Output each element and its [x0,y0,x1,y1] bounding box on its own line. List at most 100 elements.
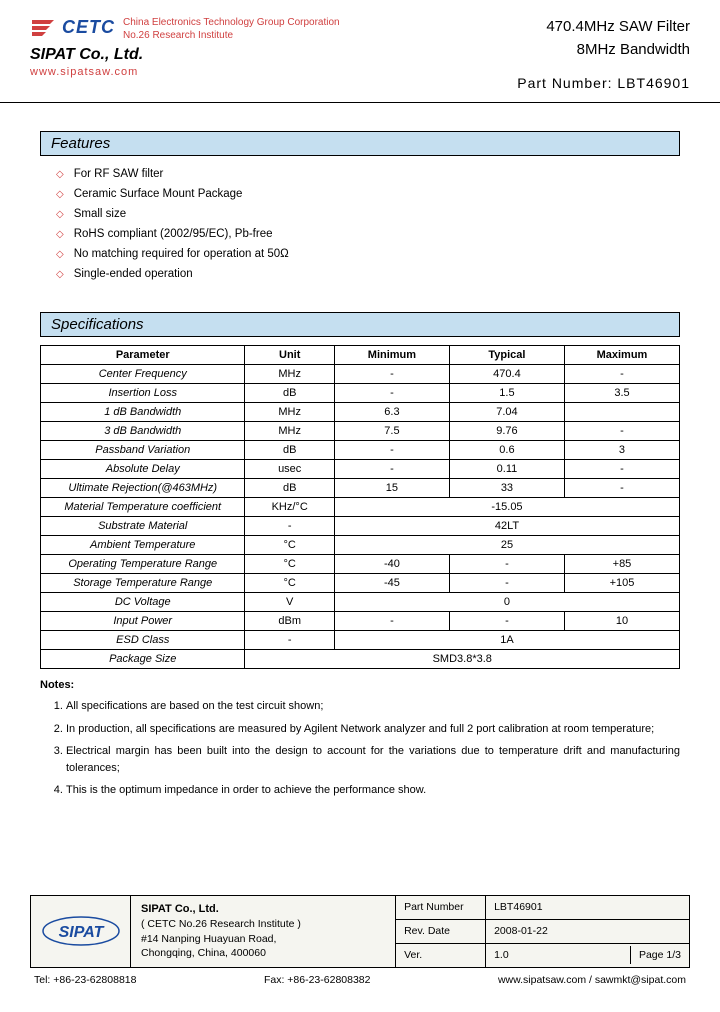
header-right: 470.4MHz SAW Filter 8MHz Bandwidth Part … [517,16,690,94]
features-title: Features [40,131,680,156]
spec-param: Package Size [41,650,245,669]
spec-param: Insertion Loss [41,384,245,403]
spec-min: - [334,441,449,460]
spec-value: SMD3.8*3.8 [245,650,680,669]
feature-item: Ceramic Surface Mount Package [56,184,680,204]
spec-param: 3 dB Bandwidth [41,422,245,441]
feature-item: Single-ended operation [56,264,680,284]
spec-typ: 0.11 [449,460,564,479]
spec-param: Material Temperature coefficient [41,498,245,517]
spec-unit: °C [245,574,334,593]
cetc-logo-icon [30,16,58,38]
spec-param: 1 dB Bandwidth [41,403,245,422]
spec-unit: dB [245,441,334,460]
spec-min: - [334,612,449,631]
spec-param: Substrate Material [41,517,245,536]
footer-rev-label: Rev. Date [396,920,486,943]
note-item: Electrical margin has been built into th… [66,740,680,779]
footer-rev-value: 2008-01-22 [486,920,689,943]
footer-web: www.sipatsaw.com / sawmkt@sipat.com [498,974,686,986]
spec-row: Passband VariationdB-0.63 [41,441,680,460]
specs-title: Specifications [40,312,680,337]
footer-addr1: #14 Nanping Huayuan Road, [141,932,385,947]
logo-sub-line1: China Electronics Technology Group Corpo… [123,16,340,29]
spec-max: - [564,365,679,384]
spec-typ: 7.04 [449,403,564,422]
footer-pn-label: Part Number [396,896,486,919]
spec-value: 1A [334,631,679,650]
spec-unit: °C [245,555,334,574]
footer-company: SIPAT Co., Ltd. [141,902,385,917]
footer-logo-cell: SIPAT [31,896,131,967]
footer-ver-label: Ver. [396,944,486,967]
spec-unit: dBm [245,612,334,631]
spec-unit: dB [245,479,334,498]
product-title-1: 470.4MHz SAW Filter [517,16,690,39]
spec-row: Package SizeSMD3.8*3.8 [41,650,680,669]
spec-typ: - [449,612,564,631]
spec-unit: KHz/°C [245,498,334,517]
spec-row: Substrate Material-42LT [41,517,680,536]
spec-value: 25 [334,536,679,555]
spec-row: Input PowerdBm--10 [41,612,680,631]
spec-row: 3 dB BandwidthMHz7.59.76- [41,422,680,441]
spec-unit: - [245,631,334,650]
feature-item: Small size [56,204,680,224]
spec-max: - [564,479,679,498]
spec-param: Passband Variation [41,441,245,460]
spec-max: +105 [564,574,679,593]
specs-table: Parameter Unit Minimum Typical Maximum C… [40,345,680,669]
spec-unit: MHz [245,365,334,384]
spec-param: Storage Temperature Range [41,574,245,593]
spec-typ: 0.6 [449,441,564,460]
spec-param: Center Frequency [41,365,245,384]
footer-box: SIPAT SIPAT Co., Ltd. ( CETC No.26 Resea… [30,895,690,968]
spec-param: DC Voltage [41,593,245,612]
footer-ver-value: 1.0 Page 1/3 [486,944,689,967]
spec-value: 0 [334,593,679,612]
feature-item: No matching required for operation at 50… [56,244,680,264]
footer-row-ver: Ver. 1.0 Page 1/3 [396,944,689,967]
spec-param: ESD Class [41,631,245,650]
spec-row: Material Temperature coefficientKHz/°C-1… [41,498,680,517]
spec-min: 7.5 [334,422,449,441]
spec-row: Storage Temperature Range°C-45-+105 [41,574,680,593]
spec-typ: - [449,574,564,593]
spec-unit: dB [245,384,334,403]
footer-fax: Fax: +86-23-62808382 [264,974,371,986]
spec-max: 3 [564,441,679,460]
footer: SIPAT SIPAT Co., Ltd. ( CETC No.26 Resea… [30,895,690,986]
spec-value: -15.05 [334,498,679,517]
logo-subtitle: China Electronics Technology Group Corpo… [123,16,340,42]
col-unit: Unit [245,346,334,365]
feature-item: For RF SAW filter [56,164,680,184]
sipat-logo-icon: SIPAT [41,911,121,951]
spec-row: Ultimate Rejection(@463MHz)dB1533- [41,479,680,498]
spec-row: 1 dB BandwidthMHz6.37.04 [41,403,680,422]
spec-min: -45 [334,574,449,593]
website: www.sipatsaw.com [30,66,340,78]
spec-min: - [334,460,449,479]
spec-min: 15 [334,479,449,498]
header-left: CETC China Electronics Technology Group … [30,16,340,94]
footer-row-part: Part Number LBT46901 [396,896,689,920]
spec-max: - [564,422,679,441]
header: CETC China Electronics Technology Group … [0,0,720,103]
spec-param: Input Power [41,612,245,631]
spec-max: - [564,460,679,479]
spec-param: Ultimate Rejection(@463MHz) [41,479,245,498]
footer-addr2: Chongqing, China, 400060 [141,946,385,961]
spec-param: Ambient Temperature [41,536,245,555]
note-item: This is the optimum impedance in order t… [66,779,680,802]
logo-sub-line2: No.26 Research Institute [123,29,340,42]
spec-unit: V [245,593,334,612]
spec-min: - [334,365,449,384]
spec-param: Absolute Delay [41,460,245,479]
feature-item: RoHS compliant (2002/95/EC), Pb-free [56,224,680,244]
svg-text:SIPAT: SIPAT [58,924,104,941]
spec-row: Insertion LossdB-1.53.5 [41,384,680,403]
spec-typ: 470.4 [449,365,564,384]
col-parameter: Parameter [41,346,245,365]
footer-page: Page 1/3 [631,946,689,964]
note-item: All specifications are based on the test… [66,695,680,718]
